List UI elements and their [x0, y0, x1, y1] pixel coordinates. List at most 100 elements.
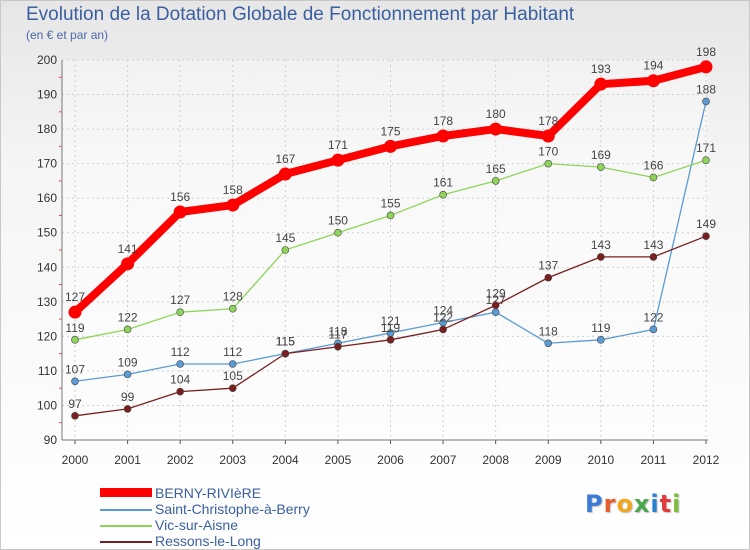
data-point-ressons-le-long	[544, 273, 553, 282]
legend-swatch	[100, 525, 152, 527]
chart-subtitle: (en € et par an)	[26, 28, 109, 42]
x-tick-label: 2010	[587, 453, 614, 467]
data-point-saint-christophe-berry	[702, 97, 710, 106]
data-label-ressons-le-long: 143	[643, 238, 663, 252]
y-tick-label: 190	[37, 88, 57, 102]
data-label-saint-christophe-berry: 119	[591, 321, 610, 335]
y-tick-label: 100	[37, 398, 57, 412]
data-point-berny-rivi-re	[384, 139, 397, 153]
data-point-vic-sur-aisne	[439, 190, 447, 199]
data-label-ressons-le-long: 99	[121, 390, 135, 404]
legend-label: Ressons-le-Long	[155, 533, 261, 549]
data-label-saint-christophe-berry: 118	[328, 324, 347, 338]
data-point-vic-sur-aisne	[544, 159, 553, 168]
data-label-saint-christophe-berry: 112	[171, 345, 190, 359]
legend-swatch	[100, 541, 152, 543]
data-label-berny-rivi-re: 178	[538, 114, 558, 128]
data-label-berny-rivi-re: 194	[643, 59, 663, 73]
x-tick-label: 2009	[535, 453, 562, 467]
data-point-ressons-le-long	[123, 405, 132, 413]
data-label-berny-rivi-re: 127	[65, 290, 85, 304]
legend-label: Saint-Christophe-à-Berry	[155, 501, 310, 517]
data-label-berny-rivi-re: 158	[223, 183, 243, 197]
data-point-vic-sur-aisne	[281, 246, 290, 254]
data-point-berny-rivi-re	[173, 205, 187, 219]
data-label-saint-christophe-berry: 107	[65, 362, 85, 376]
data-point-vic-sur-aisne	[386, 211, 395, 220]
data-label-ressons-le-long: 149	[696, 217, 716, 231]
data-point-berny-rivi-re	[278, 167, 292, 181]
legend-swatch	[100, 488, 152, 497]
x-tick-label: 2004	[272, 453, 299, 467]
data-label-saint-christophe-berry: 124	[433, 304, 453, 318]
y-tick-label: 120	[37, 329, 57, 343]
data-label-vic-sur-aisne: 155	[380, 196, 400, 210]
data-point-ressons-le-long	[281, 349, 290, 358]
data-point-ressons-le-long	[334, 342, 342, 351]
data-point-berny-rivi-re	[121, 257, 135, 271]
data-point-ressons-le-long	[597, 253, 605, 261]
data-label-ressons-le-long: 104	[170, 373, 190, 387]
y-tick-label: 150	[37, 226, 57, 240]
data-label-saint-christophe-berry: 109	[118, 355, 138, 369]
y-tick-label: 110	[38, 364, 57, 378]
data-label-ressons-le-long: 122	[433, 310, 453, 324]
data-label-vic-sur-aisne: 165	[486, 162, 506, 176]
data-point-ressons-le-long	[702, 232, 710, 240]
data-label-berny-rivi-re: 178	[433, 114, 453, 128]
data-label-ressons-le-long: 97	[68, 397, 82, 411]
data-label-vic-sur-aisne: 161	[433, 176, 453, 190]
data-point-berny-rivi-re	[226, 198, 240, 212]
y-tick-label: 90	[44, 433, 58, 447]
y-tick-label: 130	[37, 295, 57, 309]
data-point-ressons-le-long	[71, 412, 79, 420]
data-point-berny-rivi-re	[541, 129, 555, 143]
data-label-saint-christophe-berry: 118	[539, 324, 558, 338]
data-point-vic-sur-aisne	[123, 325, 132, 334]
x-tick-label: 2012	[693, 453, 720, 467]
data-point-berny-rivi-re	[594, 77, 608, 91]
data-label-saint-christophe-berry: 127	[486, 293, 506, 307]
data-point-vic-sur-aisne	[228, 304, 237, 313]
data-point-berny-rivi-re	[646, 74, 660, 88]
data-label-ressons-le-long: 105	[223, 369, 243, 383]
data-label-ressons-le-long: 119	[381, 321, 400, 335]
data-label-ressons-le-long: 129	[486, 286, 506, 300]
data-label-berny-rivi-re: 167	[275, 152, 295, 166]
data-point-vic-sur-aisne	[597, 163, 605, 171]
data-point-berny-rivi-re	[436, 129, 450, 143]
x-tick-label: 2008	[482, 453, 509, 467]
data-label-vic-sur-aisne: 150	[328, 214, 348, 228]
data-point-saint-christophe-berry	[228, 360, 237, 368]
data-point-ressons-le-long	[386, 336, 395, 344]
plot-area	[62, 60, 708, 440]
data-label-ressons-le-long: 137	[538, 259, 558, 273]
data-point-saint-christophe-berry	[123, 370, 132, 379]
x-tick-label: 2002	[167, 453, 194, 467]
x-tick-label: 2000	[62, 453, 89, 467]
data-point-ressons-le-long	[439, 325, 447, 334]
data-point-vic-sur-aisne	[649, 173, 658, 182]
legend-label: Vic-sur-Aisne	[155, 517, 238, 533]
x-tick-label: 2006	[377, 453, 404, 467]
data-label-saint-christophe-berry: 121	[380, 314, 400, 328]
data-point-vic-sur-aisne	[334, 228, 342, 237]
y-tick-label: 170	[37, 157, 57, 171]
legend-swatch	[100, 509, 152, 511]
x-tick-label: 2001	[114, 453, 141, 467]
data-label-vic-sur-aisne: 145	[275, 231, 295, 245]
data-point-vic-sur-aisne	[71, 336, 79, 344]
data-label-saint-christophe-berry: 122	[643, 310, 663, 324]
data-point-saint-christophe-berry	[176, 360, 184, 368]
data-label-berny-rivi-re: 171	[328, 138, 348, 152]
x-tick-label: 2007	[430, 453, 457, 467]
data-point-berny-rivi-re	[331, 153, 345, 167]
data-label-vic-sur-aisne: 122	[118, 310, 138, 324]
data-point-vic-sur-aisne	[491, 177, 500, 185]
legend-label: BERNY-RIVIèRE	[155, 485, 262, 501]
data-label-berny-rivi-re: 193	[591, 62, 611, 76]
data-point-vic-sur-aisne	[176, 308, 184, 316]
data-point-saint-christophe-berry	[544, 339, 553, 348]
